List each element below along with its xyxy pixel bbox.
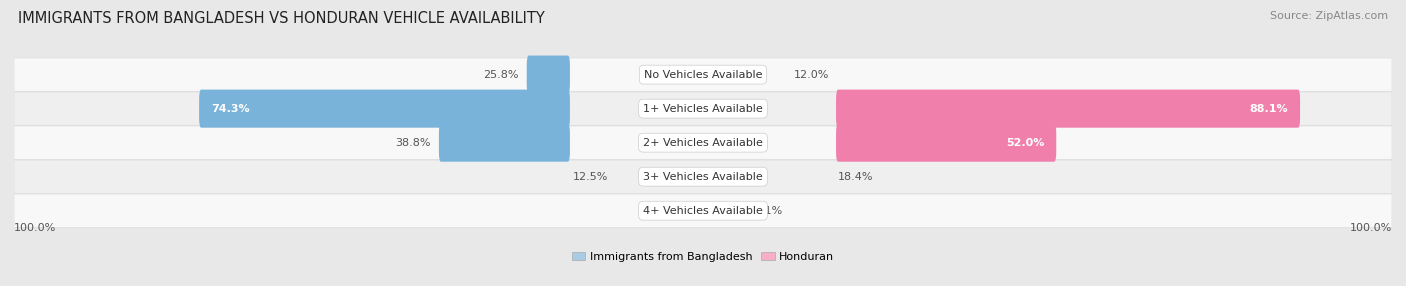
Text: 18.4%: 18.4% xyxy=(838,172,873,182)
FancyBboxPatch shape xyxy=(200,90,569,128)
Legend: Immigrants from Bangladesh, Honduran: Immigrants from Bangladesh, Honduran xyxy=(572,252,834,262)
Text: 100.0%: 100.0% xyxy=(14,223,56,233)
Text: 12.5%: 12.5% xyxy=(574,172,609,182)
FancyBboxPatch shape xyxy=(14,58,1392,91)
Text: 25.8%: 25.8% xyxy=(484,69,519,80)
Text: 74.3%: 74.3% xyxy=(211,104,250,114)
Text: 100.0%: 100.0% xyxy=(1350,223,1392,233)
Text: Source: ZipAtlas.com: Source: ZipAtlas.com xyxy=(1270,11,1388,21)
Text: IMMIGRANTS FROM BANGLADESH VS HONDURAN VEHICLE AVAILABILITY: IMMIGRANTS FROM BANGLADESH VS HONDURAN V… xyxy=(18,11,546,26)
FancyBboxPatch shape xyxy=(837,124,1056,162)
Text: 6.1%: 6.1% xyxy=(755,206,783,216)
FancyBboxPatch shape xyxy=(14,126,1392,159)
Text: 88.1%: 88.1% xyxy=(1250,104,1288,114)
Text: No Vehicles Available: No Vehicles Available xyxy=(644,69,762,80)
FancyBboxPatch shape xyxy=(14,160,1392,193)
Text: 52.0%: 52.0% xyxy=(1005,138,1045,148)
FancyBboxPatch shape xyxy=(527,55,569,94)
FancyBboxPatch shape xyxy=(837,90,1301,128)
FancyBboxPatch shape xyxy=(14,194,1392,227)
Text: 3+ Vehicles Available: 3+ Vehicles Available xyxy=(643,172,763,182)
Text: 12.0%: 12.0% xyxy=(794,69,830,80)
Text: 3.9%: 3.9% xyxy=(638,206,666,216)
FancyBboxPatch shape xyxy=(14,92,1392,125)
Text: 1+ Vehicles Available: 1+ Vehicles Available xyxy=(643,104,763,114)
Text: 38.8%: 38.8% xyxy=(395,138,430,148)
FancyBboxPatch shape xyxy=(439,124,569,162)
Text: 2+ Vehicles Available: 2+ Vehicles Available xyxy=(643,138,763,148)
Text: 4+ Vehicles Available: 4+ Vehicles Available xyxy=(643,206,763,216)
